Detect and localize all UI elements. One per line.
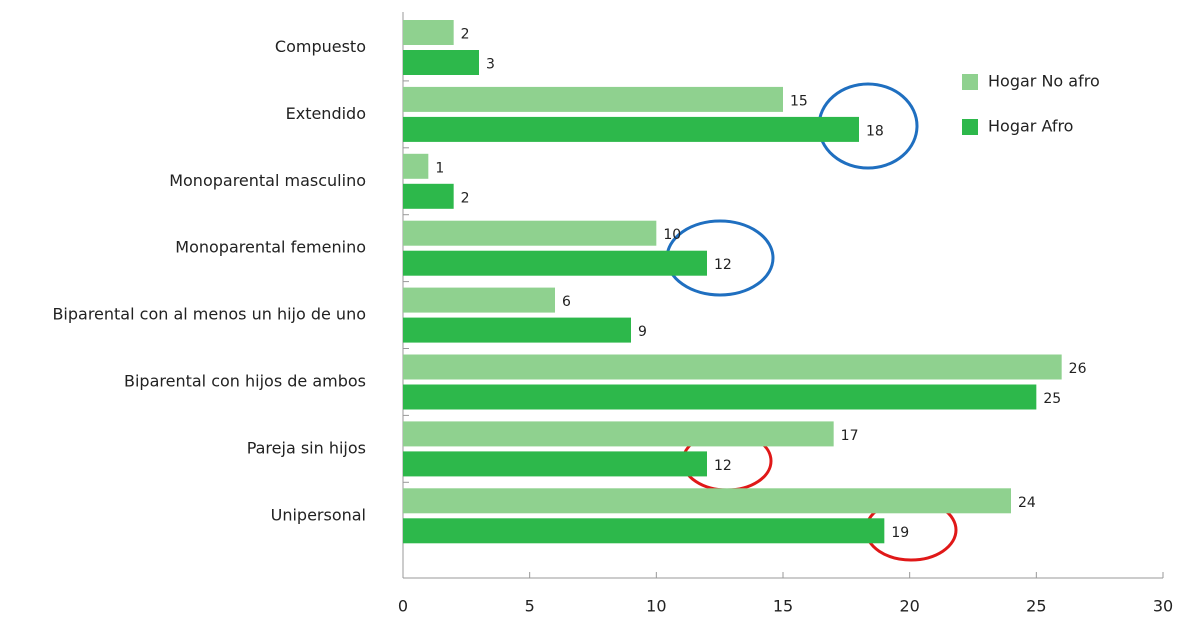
value-label: 19 [891, 525, 909, 541]
category-label: Monoparental masculino [169, 171, 366, 190]
bar [403, 116, 859, 142]
value-label: 6 [562, 294, 571, 310]
legend-label: Hogar No afro [988, 72, 1100, 91]
bar [403, 183, 454, 209]
value-label: 18 [866, 123, 884, 139]
value-label: 25 [1043, 391, 1061, 407]
bar [403, 317, 631, 343]
value-label: 3 [486, 57, 495, 73]
value-label: 1 [435, 160, 444, 176]
value-label: 9 [638, 324, 647, 340]
value-label: 2 [461, 27, 470, 43]
category-label: Pareja sin hijos [247, 438, 366, 457]
x-tick-label: 30 [1153, 597, 1173, 616]
value-label: 17 [841, 428, 859, 444]
bar [403, 451, 707, 477]
bar [403, 354, 1062, 380]
x-tick-label: 25 [1026, 597, 1046, 616]
value-label: 2 [461, 190, 470, 206]
category-label: Extendido [286, 104, 366, 123]
category-label: Biparental con hijos de ambos [124, 372, 366, 391]
bar [403, 421, 834, 447]
legend-swatch [962, 74, 978, 90]
bar [403, 287, 555, 313]
bar [403, 86, 783, 112]
value-label: 10 [663, 227, 681, 243]
x-tick-label: 15 [773, 597, 793, 616]
value-label: 15 [790, 93, 808, 109]
value-label: 26 [1069, 361, 1087, 377]
bar [403, 153, 429, 179]
category-label: Unipersonal [271, 505, 366, 524]
category-label: Biparental con al menos un hijo de uno [52, 305, 366, 324]
value-label: 12 [714, 458, 732, 474]
category-label: Monoparental femenino [175, 238, 366, 257]
value-label: 12 [714, 257, 732, 273]
bar [403, 250, 707, 276]
x-tick-label: 5 [525, 597, 535, 616]
legend-swatch [962, 119, 978, 135]
x-tick-label: 10 [646, 597, 666, 616]
bar [403, 20, 454, 45]
bar [403, 518, 885, 544]
x-tick-label: 20 [899, 597, 919, 616]
x-tick-label: 0 [398, 597, 408, 616]
bar [403, 50, 479, 75]
legend-label: Hogar Afro [988, 117, 1073, 136]
category-label: Compuesto [275, 37, 366, 56]
bar [403, 384, 1037, 410]
value-label: 24 [1018, 495, 1036, 511]
bar [403, 488, 1011, 514]
bar [403, 220, 657, 246]
